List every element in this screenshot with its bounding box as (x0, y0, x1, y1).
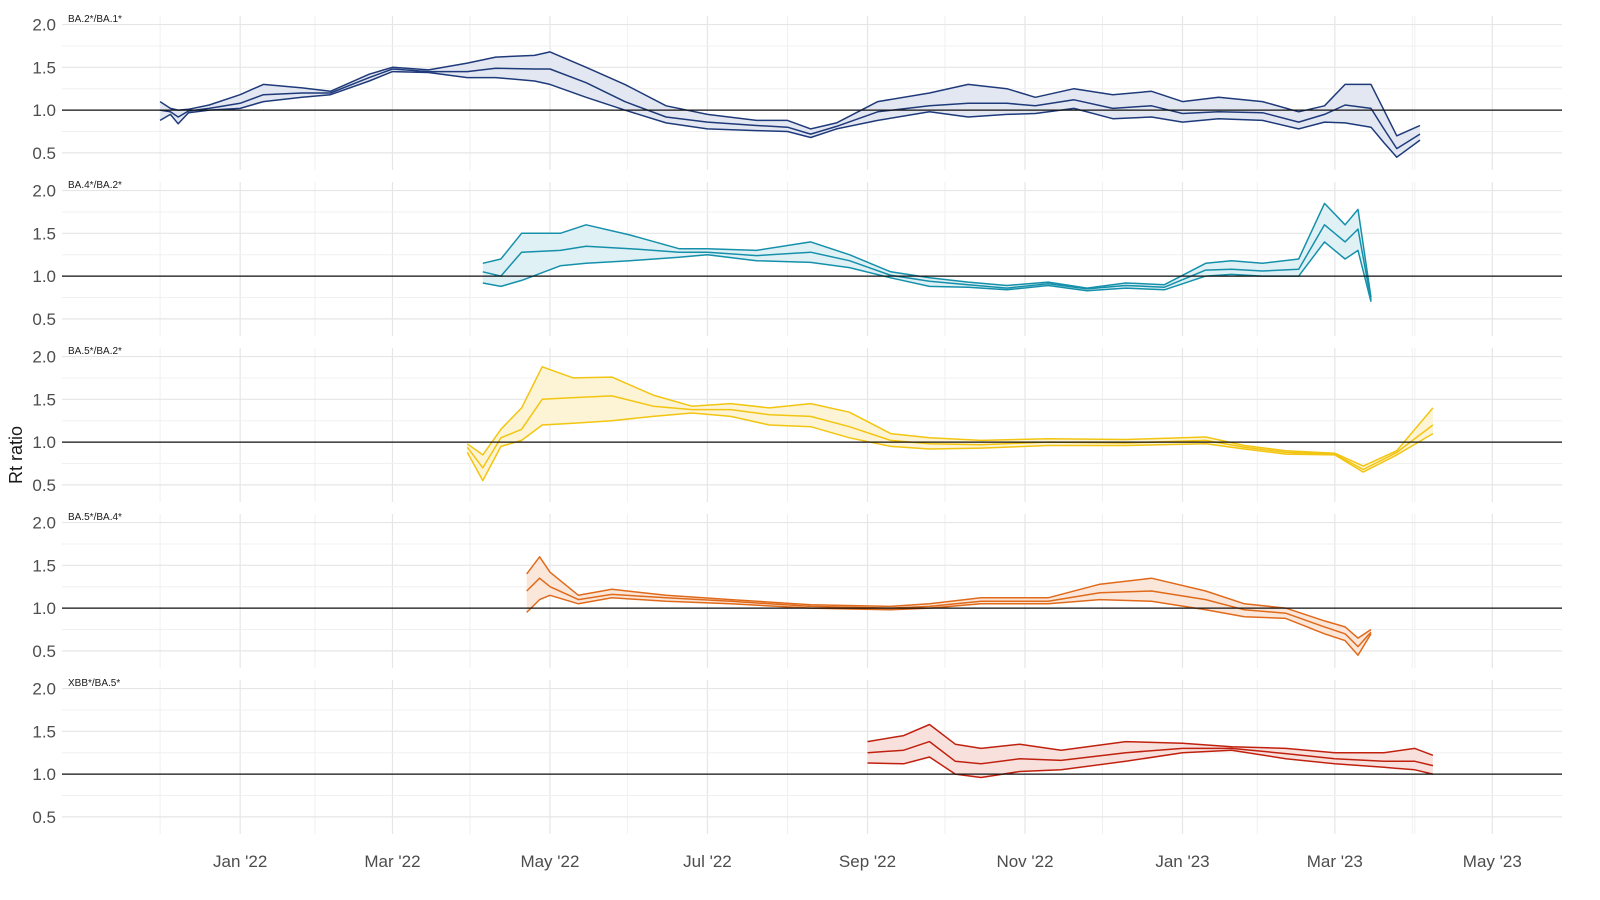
y-tick-label: 1.5 (32, 58, 56, 77)
y-tick-label: 1.5 (32, 556, 56, 575)
panels: 2.0 1.5 1.0 0.5 BA.2*/BA.1* 2.0 1.5 1.0 0.5 BA.4*… (32, 14, 1562, 834)
x-tick-label: May '23 (1463, 852, 1522, 871)
x-tick-label: Jan '23 (1155, 852, 1209, 871)
y-tick-label: 1.5 (32, 390, 56, 409)
x-axis-ticks: Jan '22 Mar '22 May '22 Jul '22 Sep '22 Nov '… (213, 852, 1522, 871)
y-tick-label: 0.5 (32, 144, 56, 163)
panel-label: XBB*/BA.5* (68, 678, 120, 689)
panel-label: BA.4*/BA.2* (68, 180, 122, 191)
y-tick-label: 2.0 (32, 514, 56, 533)
y-tick-label: 0.5 (32, 310, 56, 329)
estimate-line (526, 577, 1372, 648)
x-tick-label: May '22 (520, 852, 579, 871)
y-tick-label: 1.0 (32, 433, 56, 452)
lower-bound-line (159, 70, 1421, 158)
panel-label: BA.5*/BA.2* (68, 346, 122, 357)
y-tick-label: 1.0 (32, 101, 56, 120)
x-tick-label: Nov '22 (996, 852, 1053, 871)
y-tick-label: 0.5 (32, 808, 56, 827)
y-tick-label: 1.0 (32, 765, 56, 784)
x-tick-label: Mar '23 (1307, 852, 1363, 871)
ci-ribbon (467, 366, 1433, 481)
upper-bound-line (482, 202, 1372, 298)
ci-ribbon (482, 203, 1371, 302)
ci-ribbon (160, 51, 1421, 158)
lower-bound-line (867, 749, 1434, 779)
panel-4: 2.0 1.5 1.0 0.5 XBB*/BA.5* (32, 678, 1562, 834)
estimate-line (867, 740, 1434, 767)
upper-bound-line (466, 366, 1434, 467)
panel-3: 2.0 1.5 1.0 0.5 BA.5*/BA.4* (32, 512, 1562, 668)
panel-label: BA.2*/BA.1* (68, 14, 122, 25)
y-tick-label: 0.5 (32, 476, 56, 495)
y-tick-label: 2.0 (32, 680, 56, 699)
y-tick-label: 0.5 (32, 642, 56, 661)
panel-0: 2.0 1.5 1.0 0.5 BA.2*/BA.1* (32, 14, 1562, 170)
x-tick-label: Sep '22 (839, 852, 896, 871)
y-tick-label: 2.0 (32, 348, 56, 367)
x-tick-label: Jul '22 (683, 852, 732, 871)
upper-bound-line (526, 556, 1372, 639)
y-tick-label: 1.5 (32, 722, 56, 741)
lower-bound-line (526, 594, 1372, 656)
upper-bound-line (159, 51, 1421, 137)
y-tick-label: 1.0 (32, 267, 56, 286)
panel-2: 2.0 1.5 1.0 0.5 BA.5*/BA.2* (32, 346, 1562, 502)
y-tick-label: 2.0 (32, 182, 56, 201)
y-axis-title: Rt ratio (6, 426, 26, 484)
x-tick-label: Jan '22 (213, 852, 267, 871)
x-tick-label: Mar '22 (364, 852, 420, 871)
upper-bound-line (867, 723, 1434, 757)
panel-1: 2.0 1.5 1.0 0.5 BA.4*/BA.2* (32, 180, 1562, 336)
lower-bound-line (466, 412, 1434, 482)
y-tick-label: 1.5 (32, 224, 56, 243)
estimate-line (466, 395, 1434, 471)
estimate-line (159, 67, 1421, 150)
y-tick-label: 2.0 (32, 16, 56, 35)
panel-label: BA.5*/BA.4* (68, 512, 122, 523)
estimate-line (482, 224, 1372, 301)
y-tick-label: 1.0 (32, 599, 56, 618)
